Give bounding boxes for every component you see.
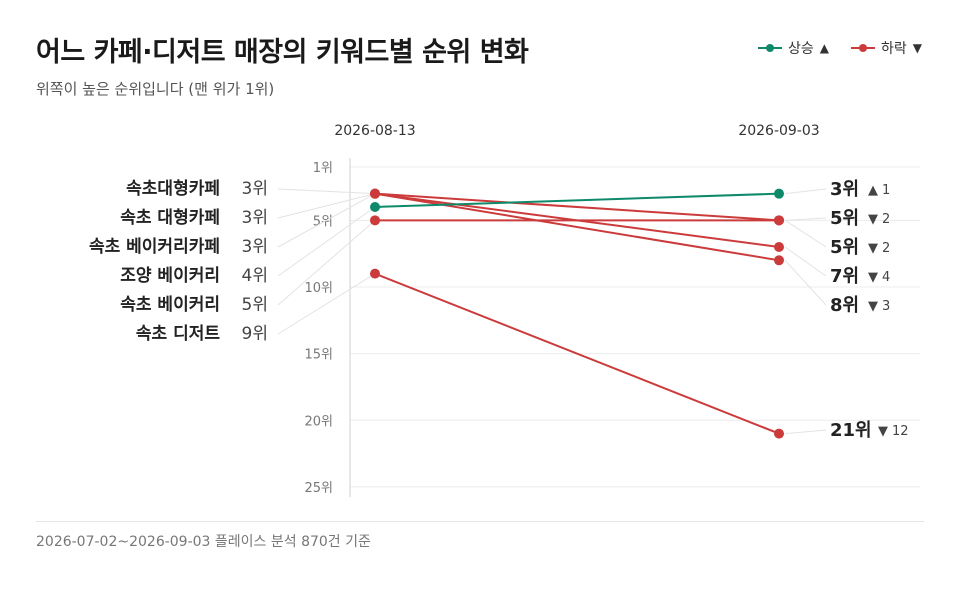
right-leader bbox=[784, 259, 827, 306]
legend: 상승 ▲ 하락 ▼ bbox=[758, 38, 922, 58]
chart-subtitle: 위쪽이 높은 순위입니다 (맨 위가 1위) bbox=[36, 80, 275, 98]
series-end-point bbox=[774, 188, 784, 199]
right-leader bbox=[784, 429, 827, 435]
series-start-rank: 3위 bbox=[242, 237, 268, 257]
left-leader bbox=[277, 206, 376, 277]
series-label: 속초 베이커리 bbox=[120, 295, 220, 315]
right-leader bbox=[784, 219, 827, 248]
end-rank-label: 7위 bbox=[830, 266, 859, 287]
y-tick-label: 15위 bbox=[304, 348, 333, 363]
end-rank-label: 5위 bbox=[830, 237, 859, 258]
series-line bbox=[374, 192, 780, 262]
y-tick-label: 25위 bbox=[304, 481, 333, 496]
y-tick-label: 10위 bbox=[304, 281, 333, 296]
left-leader bbox=[277, 188, 376, 195]
series-start-rank: 9위 bbox=[242, 324, 268, 344]
series-end-point bbox=[774, 215, 784, 226]
legend-up-swatch bbox=[758, 44, 782, 52]
series-end-point bbox=[774, 255, 784, 266]
series-label: 속초 베이커리카페 bbox=[89, 237, 220, 257]
legend-up-label: 상승 bbox=[788, 41, 814, 57]
legend-down: 하락 ▼ bbox=[851, 38, 922, 58]
change-value: 2 bbox=[882, 212, 890, 227]
end-rank-label: 21위 bbox=[830, 420, 872, 441]
y-tick-label: 1위 bbox=[313, 161, 333, 176]
series-label: 속초대형카페 bbox=[126, 178, 220, 199]
end-rank-label: 3위 bbox=[830, 179, 859, 200]
change-value: 3 bbox=[882, 299, 890, 314]
series-start-point bbox=[370, 268, 380, 279]
series-start-point bbox=[370, 201, 380, 212]
end-rank-label: 8위 bbox=[830, 295, 859, 316]
series-start-rank: 4위 bbox=[242, 266, 268, 286]
legend-down-swatch bbox=[851, 44, 875, 52]
change-arrow: ▼ bbox=[868, 241, 878, 256]
series-start-rank: 3위 bbox=[242, 179, 268, 199]
legend-down-arrow: ▼ bbox=[912, 41, 922, 55]
right-leader bbox=[784, 188, 827, 195]
change-value: 1 bbox=[882, 183, 890, 198]
left-leader bbox=[277, 273, 376, 335]
series-label: 조양 베이커리 bbox=[120, 266, 220, 286]
change-arrow: ▼ bbox=[868, 270, 878, 285]
footer-note: 2026-07-02~2026-09-03 플레이스 분석 870건 기준 bbox=[36, 534, 371, 550]
change-value: 2 bbox=[882, 241, 890, 256]
change-arrow: ▲ bbox=[868, 183, 878, 198]
legend-up-arrow: ▲ bbox=[819, 41, 829, 55]
change-arrow: ▼ bbox=[868, 212, 878, 227]
series-start-point bbox=[370, 188, 380, 199]
x-label-end: 2026-09-03 bbox=[738, 123, 819, 139]
left-leader bbox=[277, 193, 376, 248]
right-leader bbox=[784, 246, 827, 277]
y-tick-label: 20위 bbox=[304, 414, 333, 429]
change-value: 4 bbox=[882, 270, 890, 285]
series-end-point bbox=[774, 428, 784, 439]
right-leader bbox=[784, 217, 827, 221]
change-arrow: ▼ bbox=[868, 299, 878, 314]
footer-divider bbox=[36, 521, 924, 522]
chart-title: 어느 카페·디저트 매장의 키워드별 순위 변화 bbox=[36, 37, 529, 68]
series-end-point bbox=[774, 241, 784, 252]
series-label: 속초 대형카페 bbox=[120, 207, 220, 228]
change-arrow: ▼ bbox=[878, 424, 888, 439]
series-line bbox=[374, 192, 780, 222]
end-rank-label: 5위 bbox=[830, 208, 859, 229]
left-leader bbox=[277, 219, 376, 306]
series-start-rank: 3위 bbox=[242, 208, 268, 228]
series-start-rank: 5위 bbox=[242, 295, 268, 315]
series-label: 속초 디저트 bbox=[136, 324, 220, 344]
change-value: 12 bbox=[892, 424, 909, 439]
series-start-point bbox=[370, 215, 380, 226]
legend-down-label: 하락 bbox=[881, 41, 907, 57]
series-line bbox=[374, 192, 780, 208]
series-line bbox=[374, 272, 780, 435]
legend-up: 상승 ▲ bbox=[758, 38, 829, 58]
left-leader bbox=[277, 193, 376, 219]
x-label-start: 2026-08-13 bbox=[334, 123, 415, 139]
